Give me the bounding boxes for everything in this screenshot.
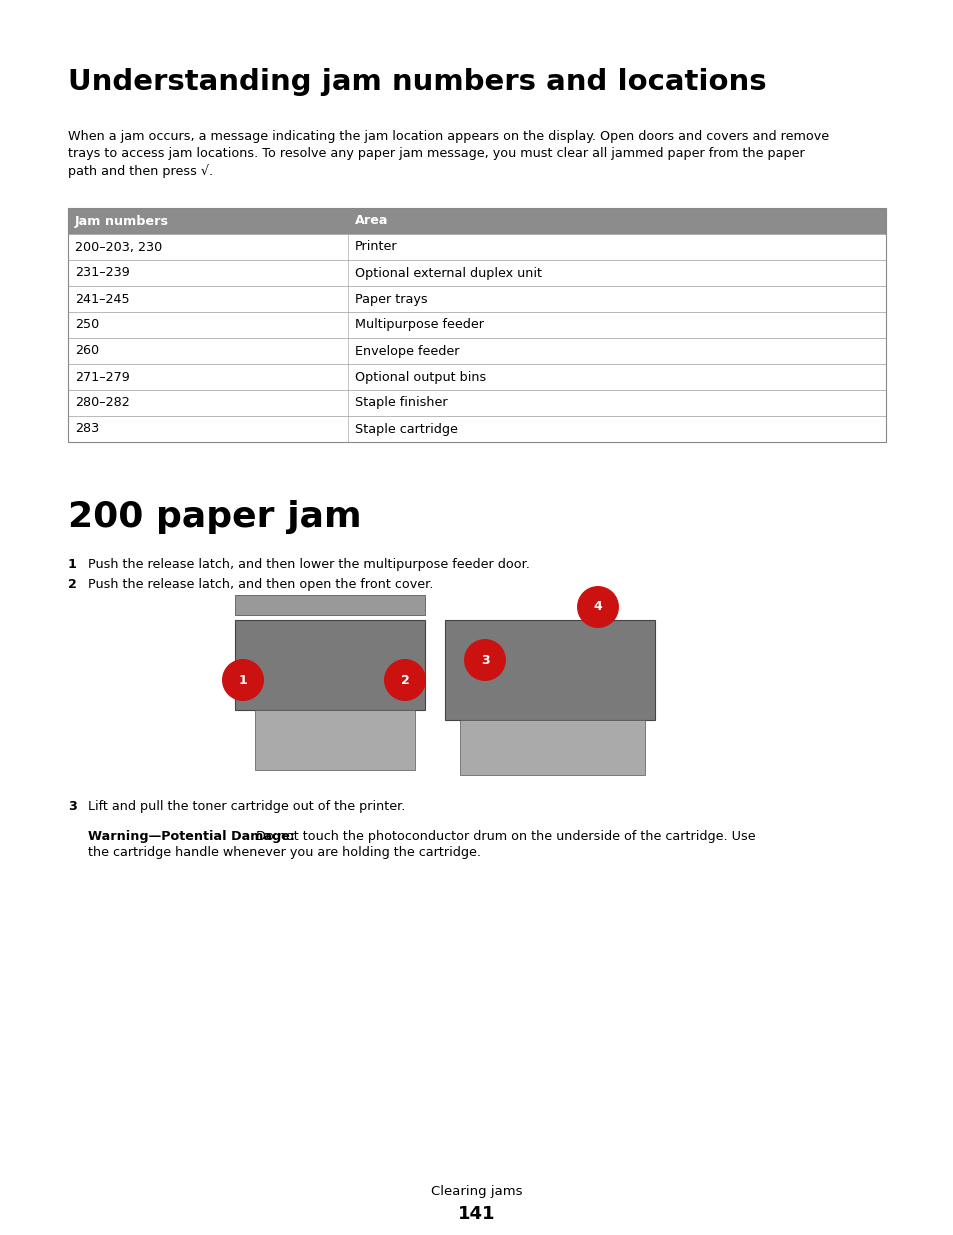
Bar xyxy=(68,261,885,287)
Text: Do not touch the photoconductor drum on the underside of the cartridge. Use: Do not touch the photoconductor drum on … xyxy=(252,830,755,844)
Text: Envelope feeder: Envelope feeder xyxy=(355,345,458,357)
Bar xyxy=(68,233,885,261)
Text: Area: Area xyxy=(355,215,388,227)
Ellipse shape xyxy=(463,638,505,680)
Bar xyxy=(68,312,885,338)
Text: Staple cartridge: Staple cartridge xyxy=(355,422,457,436)
Text: 280–282: 280–282 xyxy=(74,396,130,410)
Text: 260: 260 xyxy=(74,345,99,357)
Ellipse shape xyxy=(384,659,426,701)
Ellipse shape xyxy=(222,659,264,701)
Text: 241–245: 241–245 xyxy=(74,293,130,305)
Bar xyxy=(68,416,885,442)
Text: Paper trays: Paper trays xyxy=(355,293,427,305)
Text: 231–239: 231–239 xyxy=(74,267,130,279)
Text: 4: 4 xyxy=(593,600,601,614)
Bar xyxy=(68,338,885,364)
Text: 2: 2 xyxy=(400,673,409,687)
Text: 141: 141 xyxy=(457,1205,496,1223)
Text: Push the release latch, and then open the front cover.: Push the release latch, and then open th… xyxy=(88,578,433,592)
Text: 250: 250 xyxy=(74,319,99,331)
Text: 1: 1 xyxy=(68,558,77,571)
Text: Jam numbers: Jam numbers xyxy=(74,215,169,227)
Text: Clearing jams: Clearing jams xyxy=(431,1186,522,1198)
Bar xyxy=(68,364,885,390)
Text: 283: 283 xyxy=(74,422,99,436)
Text: Optional output bins: Optional output bins xyxy=(355,370,485,384)
Text: the cartridge handle whenever you are holding the cartridge.: the cartridge handle whenever you are ho… xyxy=(88,846,480,860)
Text: Warning—Potential Damage:: Warning—Potential Damage: xyxy=(88,830,294,844)
Bar xyxy=(234,620,424,710)
Bar xyxy=(68,207,885,233)
Bar xyxy=(68,207,885,442)
Bar xyxy=(444,620,655,720)
Text: 3: 3 xyxy=(480,653,489,667)
Text: 2: 2 xyxy=(68,578,77,592)
Text: 200 paper jam: 200 paper jam xyxy=(68,500,361,534)
Text: Staple finisher: Staple finisher xyxy=(355,396,447,410)
Ellipse shape xyxy=(577,587,618,627)
Text: Multipurpose feeder: Multipurpose feeder xyxy=(355,319,483,331)
Bar xyxy=(459,720,644,776)
Bar xyxy=(254,710,415,769)
Text: Lift and pull the toner cartridge out of the printer.: Lift and pull the toner cartridge out of… xyxy=(88,800,405,813)
Text: 3: 3 xyxy=(68,800,77,813)
Bar xyxy=(68,287,885,312)
Text: trays to access jam locations. To resolve any paper jam message, you must clear : trays to access jam locations. To resolv… xyxy=(68,147,804,161)
Bar xyxy=(234,595,424,615)
Text: Push the release latch, and then lower the multipurpose feeder door.: Push the release latch, and then lower t… xyxy=(88,558,529,571)
Text: When a jam occurs, a message indicating the jam location appears on the display.: When a jam occurs, a message indicating … xyxy=(68,130,828,143)
Bar xyxy=(68,390,885,416)
Text: 200–203, 230: 200–203, 230 xyxy=(74,241,162,253)
Text: 271–279: 271–279 xyxy=(74,370,130,384)
Text: Optional external duplex unit: Optional external duplex unit xyxy=(355,267,541,279)
Text: Understanding jam numbers and locations: Understanding jam numbers and locations xyxy=(68,68,766,96)
Text: 1: 1 xyxy=(238,673,247,687)
Text: path and then press √.: path and then press √. xyxy=(68,164,213,178)
Text: Printer: Printer xyxy=(355,241,396,253)
